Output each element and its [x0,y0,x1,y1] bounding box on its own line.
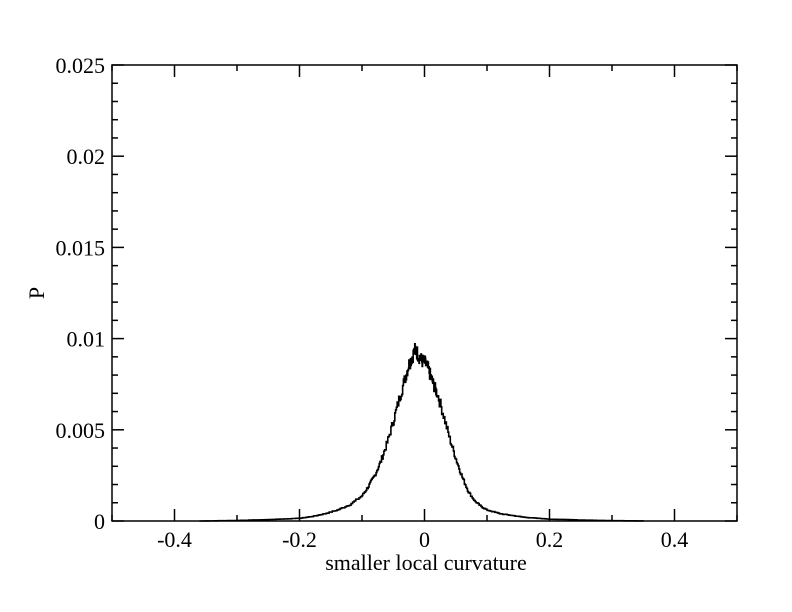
data-curve [199,343,645,522]
x-axis-label: smaller local curvature [325,550,527,575]
x-tick-label: 0 [419,527,430,552]
y-tick-label: 0.025 [56,53,106,78]
plot-frame [111,64,738,522]
y-tick-label: 0.01 [67,327,106,352]
x-tick-label: -0.4 [157,527,192,552]
y-tick-label: 0 [94,509,105,534]
x-tick-label: -0.2 [282,527,317,552]
x-tick-label: 0.4 [661,527,689,552]
y-axis-label: P [24,287,49,299]
ticks [111,64,738,522]
tick-labels: -0.4 -0.2 0 0.2 0.4 0 0.005 0.01 0.015 0.02 0.025 [56,53,689,552]
x-tick-label: 0.2 [536,527,564,552]
y-tick-label: 0.005 [56,418,106,443]
y-tick-label: 0.02 [67,144,106,169]
y-tick-label: 0.015 [56,235,106,260]
